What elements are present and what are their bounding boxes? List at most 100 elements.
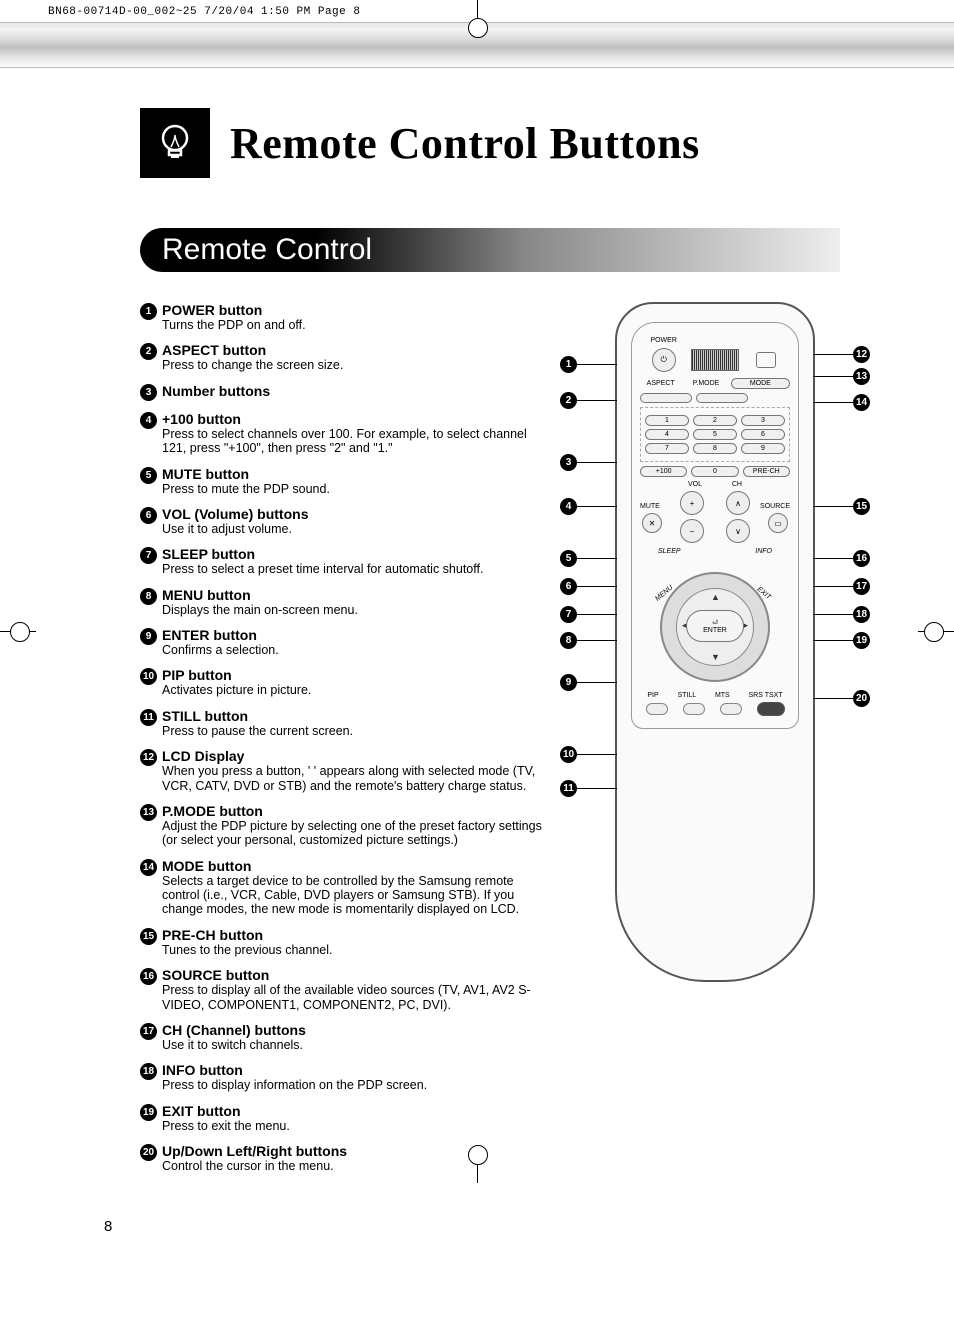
item-desc: Press to select channels over 100. For e… (162, 427, 550, 456)
callout-left: 10 (560, 746, 617, 763)
callout-line (577, 586, 617, 587)
callout-number: 18 (853, 606, 870, 623)
callout-line (577, 364, 617, 365)
callout-left: 7 (560, 606, 617, 623)
mute-label: MUTE (640, 503, 660, 510)
num-6: 6 (741, 429, 785, 440)
dpad: MENU EXIT ▲ ▼ ◀ ▶ ⏎ENTER (660, 572, 770, 682)
still-label: STILL (677, 692, 696, 699)
vol-ch-controls: VOL CH MUTE SOURCE + − ∧ ∨ ✕ ▭ (638, 481, 792, 546)
callout-line (577, 400, 617, 401)
callout-line (577, 462, 617, 463)
source-label: SOURCE (760, 503, 790, 510)
callout-number: 13 (853, 368, 870, 385)
item-desc: When you press a button, ' ' appears alo… (162, 764, 550, 793)
item-title: PIP button (162, 667, 550, 683)
crop-circle-top (468, 18, 488, 38)
item-desc: Press to display all of the available vi… (162, 983, 550, 1012)
item-title: MENU button (162, 587, 550, 603)
description-list: 1POWER buttonTurns the PDP on and off.2A… (140, 302, 550, 1183)
item-desc: Activates picture in picture. (162, 683, 550, 697)
ch-label: CH (732, 481, 742, 488)
item-number: 4 (140, 412, 157, 429)
pip-button (646, 703, 668, 715)
callout-number: 15 (853, 498, 870, 515)
callout-number: 11 (560, 780, 577, 797)
callout-right: 20 (813, 690, 870, 707)
list-item: 3Number buttons (140, 383, 550, 401)
item-title: VOL (Volume) buttons (162, 506, 550, 522)
item-title: Up/Down Left/Right buttons (162, 1143, 550, 1159)
callout-left: 4 (560, 498, 617, 515)
callout-number: 12 (853, 346, 870, 363)
remote-body: POWER ⏻ ASPECT P.MODE MODE (615, 302, 815, 982)
callout-left: 5 (560, 550, 617, 567)
subtitle-bar: Remote Control (140, 228, 840, 272)
list-item: 14MODE buttonSelects a target device to … (140, 858, 550, 917)
page-title: Remote Control Buttons (230, 118, 700, 169)
callout-line (813, 640, 853, 641)
num-2: 2 (693, 415, 737, 426)
item-number: 20 (140, 1144, 157, 1161)
callout-right: 18 (813, 606, 870, 623)
list-item: 11 STILL buttonPress to pause the current… (140, 708, 550, 738)
aspect-label: ASPECT (638, 380, 683, 387)
item-title: PRE-CH button (162, 927, 550, 943)
callout-line (577, 558, 617, 559)
subtitle-text: Remote Control (162, 233, 372, 267)
num-7: 7 (645, 443, 689, 454)
item-desc: Control the cursor in the menu. (162, 1159, 550, 1173)
item-number: 2 (140, 343, 157, 360)
mode-button: MODE (731, 378, 790, 389)
item-title: ENTER button (162, 627, 550, 643)
item-desc: Press to exit the menu. (162, 1119, 550, 1133)
plus100-button: +100 (640, 466, 687, 477)
callout-line (813, 506, 853, 507)
callout-right: 14 (813, 394, 870, 411)
bulb-icon (140, 108, 210, 178)
item-number: 8 (140, 588, 157, 605)
callout-number: 6 (560, 578, 577, 595)
item-number: 7 (140, 547, 157, 564)
item-title: STILL button (162, 708, 550, 724)
ch-up: ∧ (726, 491, 750, 515)
callout-line (577, 506, 617, 507)
callout-number: 14 (853, 394, 870, 411)
item-title: SLEEP button (162, 546, 550, 562)
list-item: 16SOURCE buttonPress to display all of t… (140, 967, 550, 1012)
pmode-label: P.MODE (683, 380, 728, 387)
power-button: ⏻ (652, 348, 676, 372)
item-title: LCD Display (162, 748, 550, 764)
srs-label: SRS TSXT (749, 692, 783, 699)
item-title: EXIT button (162, 1103, 550, 1119)
list-item: 13P.MODE buttonAdjust the PDP picture by… (140, 803, 550, 848)
num-8: 8 (693, 443, 737, 454)
item-title: POWER button (162, 302, 550, 318)
callout-number: 3 (560, 454, 577, 471)
callout-line (577, 614, 617, 615)
item-number: 3 (140, 384, 157, 401)
item-desc: Press to mute the PDP sound. (162, 482, 550, 496)
list-item: 10PIP buttonActivates picture in picture… (140, 667, 550, 697)
vol-down: − (680, 519, 704, 543)
callout-right: 17 (813, 578, 870, 595)
item-desc: Press to pause the current screen. (162, 724, 550, 738)
callout-left: 1 (560, 356, 617, 373)
list-item: 20 Up/Down Left/Right buttonsControl the … (140, 1143, 550, 1173)
callout-right: 19 (813, 632, 870, 649)
callout-number: 19 (853, 632, 870, 649)
still-button (683, 703, 705, 715)
item-number: 17 (140, 1023, 157, 1040)
item-title: CH (Channel) buttons (162, 1022, 550, 1038)
list-item: 6VOL (Volume) buttonsUse it to adjust vo… (140, 506, 550, 536)
item-desc: Use it to adjust volume. (162, 522, 550, 536)
callout-left: 8 (560, 632, 617, 649)
item-desc: Press to change the screen size. (162, 358, 550, 372)
item-number: 18 (140, 1063, 157, 1080)
item-title: +100 button (162, 411, 550, 427)
aspect-button (640, 393, 692, 403)
callout-number: 16 (853, 550, 870, 567)
list-item: 9ENTER buttonConfirms a selection. (140, 627, 550, 657)
item-number: 11 (140, 709, 157, 726)
item-desc: Press to select a preset time interval f… (162, 562, 550, 576)
